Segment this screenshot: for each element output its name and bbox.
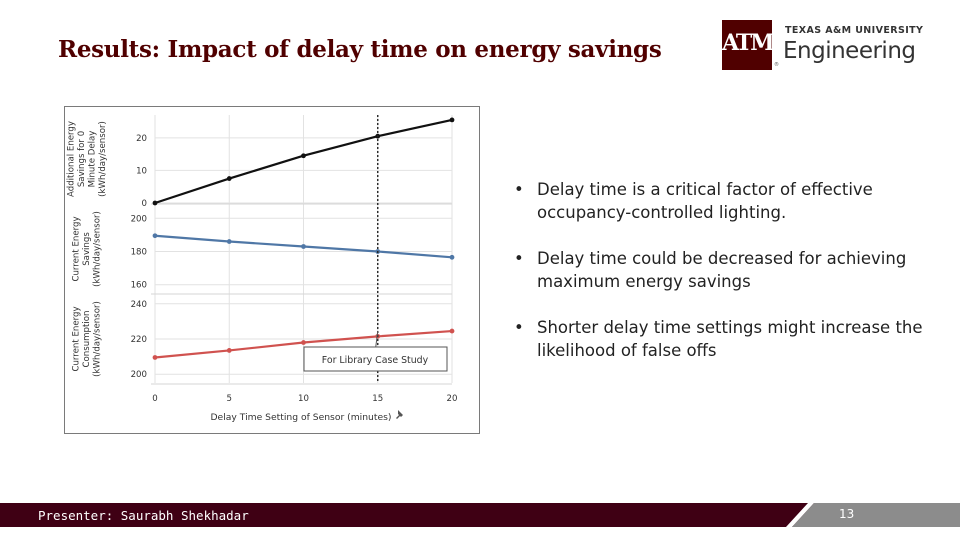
data-point: [449, 328, 455, 334]
y-axis-label: (kWh/day/sensor): [93, 301, 103, 377]
y-axis-label: (kWh/day/sensor): [98, 121, 108, 197]
bullet-item: • Delay time could be decreased for achie…: [512, 247, 942, 293]
data-point: [152, 355, 158, 360]
tamu-engineering-logo: ATM ® TEXAS A&M UNIVERSITY Engineering: [722, 20, 924, 72]
data-point: [152, 200, 158, 206]
data-point: [449, 117, 455, 123]
y-tick-label: 200: [131, 214, 147, 224]
annotation-box: [303, 346, 448, 372]
data-point: [226, 176, 232, 181]
y-axis-label: Current Energy: [72, 216, 82, 281]
data-point: [152, 233, 158, 239]
y-axis-label: Consumption: [82, 311, 92, 368]
y-axis-label: Minute Delay: [87, 131, 97, 188]
y-tick-label: 220: [131, 335, 147, 345]
bullet-text: Delay time is a critical factor of effec…: [537, 180, 873, 222]
bullet-dot: •: [514, 318, 524, 337]
bullet-item: • Shorter delay time settings might incre…: [512, 316, 942, 362]
university-name: TEXAS A&M UNIVERSITY: [785, 25, 924, 36]
trademark-symbol: ®: [774, 62, 779, 68]
x-tick-label: 5: [227, 394, 232, 404]
bullet-dot: •: [514, 180, 524, 199]
x-tick-label: 20: [447, 394, 458, 404]
data-point: [301, 244, 306, 249]
pin-icon: [396, 410, 403, 419]
y-tick-label: 240: [131, 300, 147, 310]
y-tick-label: 10: [136, 166, 147, 176]
data-point: [449, 254, 455, 260]
x-tick-label: 10: [298, 394, 309, 404]
x-tick-label: 0: [152, 394, 157, 404]
delay-time-chart: 0 10 20 Additional Energy Savings for 0 Minut…: [64, 106, 480, 434]
presenter-name: Presenter: Saurabh Shekhadar: [38, 508, 249, 523]
data-point: [226, 348, 232, 353]
bullet-text: Delay time could be decreased for achiev…: [537, 249, 907, 291]
department-name: Engineering: [783, 38, 916, 64]
y-tick-label: 0: [142, 199, 147, 209]
y-tick-label: 20: [136, 134, 147, 144]
y-tick-label: 200: [131, 370, 147, 380]
annotation-text: For Library Case Study: [322, 355, 429, 366]
x-axis-label: Delay Time Setting of Sensor (minutes): [210, 412, 391, 423]
y-tick-label: 160: [131, 281, 147, 291]
data-point: [301, 340, 306, 345]
x-tick-label: 15: [372, 394, 383, 404]
y-axis-label: (kWh/day/sensor): [93, 211, 103, 287]
slide-title: Results: Impact of delay time on energy …: [58, 36, 662, 63]
page-number: 13: [839, 507, 855, 521]
tamu-logo-mark: ATM: [722, 20, 775, 70]
y-axis-label: Savings: [82, 232, 92, 266]
footer-page-tab: [792, 503, 960, 527]
y-axis-label: Current Energy: [72, 306, 82, 371]
y-tick-label: 180: [131, 247, 147, 257]
data-point: [301, 153, 306, 159]
bullet-dot: •: [514, 249, 524, 268]
y-axis-label: Additional Energy: [66, 121, 76, 197]
annotation-pointer: [375, 330, 379, 348]
bullet-item: • Delay time is a critical factor of effe…: [512, 178, 942, 224]
tamu-logo-letters: ATM: [722, 30, 775, 56]
chart-canvas: 0 10 20 Additional Energy Savings for 0 Minut…: [66, 115, 458, 423]
y-axis-label: Savings for 0: [77, 131, 87, 187]
bullet-list: • Delay time is a critical factor of effe…: [512, 178, 942, 385]
bullet-text: Shorter delay time settings might increa…: [537, 318, 923, 360]
data-point: [226, 239, 232, 244]
